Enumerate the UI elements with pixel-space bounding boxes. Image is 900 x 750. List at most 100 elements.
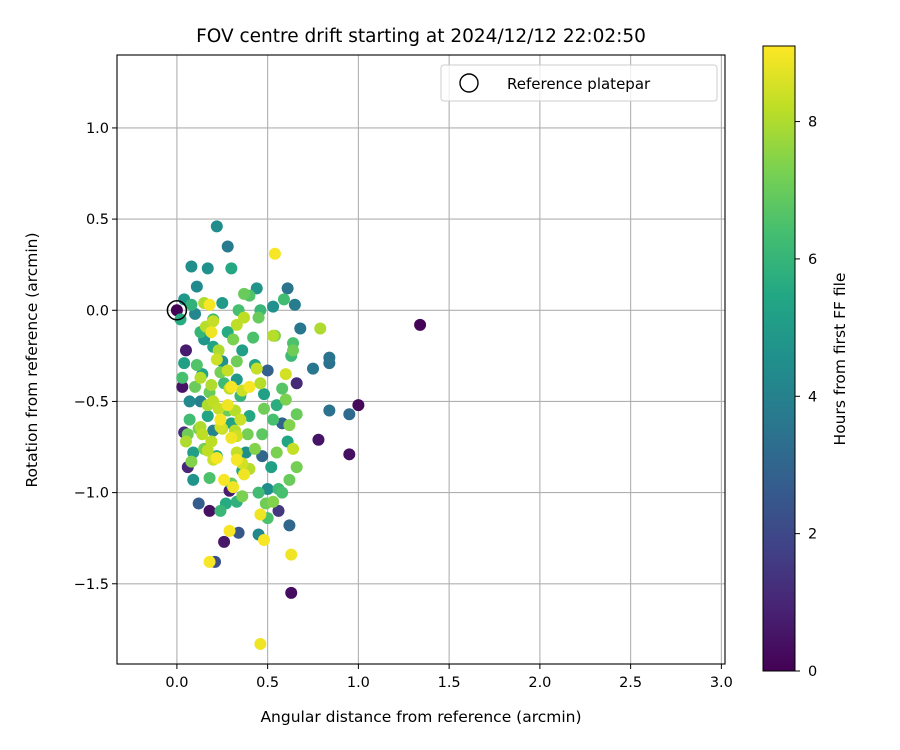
data-point (190, 358, 203, 371)
data-point (203, 555, 216, 568)
data-point (179, 435, 192, 448)
data-point (183, 395, 196, 408)
x-tick-label: 3.0 (710, 675, 733, 691)
data-point (250, 362, 263, 375)
data-point (225, 262, 238, 275)
colorbar: 0 2 4 6 8 Hours from first FF file (762, 45, 849, 680)
plot-frame (116, 54, 726, 665)
x-tick-label: 0.0 (165, 675, 188, 691)
colorbar-ticks: 0 2 4 6 8 (795, 115, 817, 680)
data-point (272, 504, 285, 517)
data-point (221, 399, 234, 412)
data-point (218, 535, 231, 548)
data-point (236, 490, 249, 503)
data-point (207, 315, 220, 328)
x-tick-label: 1.5 (438, 675, 461, 691)
data-point (352, 399, 365, 412)
data-point (210, 353, 223, 366)
data-point (201, 410, 214, 423)
data-point (212, 344, 225, 357)
legend-box (440, 64, 718, 102)
data-point (225, 380, 238, 393)
data-point (183, 413, 196, 426)
data-point (179, 344, 192, 357)
x-tick-label: 2.5 (619, 675, 642, 691)
data-point (290, 377, 303, 390)
colorbar-label: Hours from first FF file (831, 273, 849, 446)
data-point (294, 322, 307, 335)
data-point (216, 296, 229, 309)
data-point (236, 344, 249, 357)
data-point (187, 473, 200, 486)
data-point (203, 472, 216, 485)
data-point (267, 413, 280, 426)
data-point (281, 282, 294, 295)
data-point (256, 450, 269, 463)
data-point (189, 380, 202, 393)
data-point (256, 428, 269, 441)
data-point (225, 431, 238, 444)
y-tick-label: 0.5 (86, 212, 109, 228)
grid (117, 55, 725, 664)
colorbar-frame (762, 45, 796, 672)
data-point (185, 260, 198, 273)
y-tick-label: 0.0 (86, 303, 109, 319)
data-point (243, 410, 256, 423)
y-tick-label: −1.0 (74, 486, 109, 502)
data-point (176, 380, 189, 393)
data-point (279, 393, 292, 406)
data-point (232, 526, 245, 539)
data-point (189, 307, 202, 320)
y-axis-label: Rotation from reference (arcmin) (23, 232, 41, 487)
data-point (276, 382, 289, 395)
data-point (221, 364, 234, 377)
colorbar-tick-label: 8 (808, 115, 817, 131)
data-point (227, 333, 240, 346)
colorbar-tick-label: 0 (808, 664, 817, 680)
data-points (166, 220, 427, 650)
data-point (201, 262, 214, 275)
legend-entry: Reference platepar (507, 75, 651, 93)
data-point (185, 298, 198, 311)
data-point (285, 548, 298, 561)
data-point (252, 311, 265, 324)
data-point (230, 453, 243, 466)
data-point (254, 377, 267, 390)
data-point (258, 534, 271, 547)
data-point (238, 287, 251, 300)
data-point (212, 402, 225, 415)
data-point (258, 388, 271, 401)
x-tick-label: 0.5 (256, 675, 279, 691)
data-point (239, 446, 252, 459)
data-point (247, 331, 260, 344)
x-axis-label: Angular distance from reference (arcmin) (260, 708, 581, 726)
y-tick-label: 1.0 (86, 121, 109, 137)
data-point (203, 504, 216, 517)
data-point (170, 304, 183, 317)
data-point (250, 282, 263, 295)
data-point (287, 442, 300, 455)
data-point (196, 428, 209, 441)
colorbar-gradient (763, 46, 795, 671)
data-point (261, 482, 274, 495)
colorbar-tick-label: 4 (808, 389, 817, 405)
data-point (270, 446, 283, 459)
x-tick-label: 1.0 (347, 675, 370, 691)
data-point (234, 413, 247, 426)
data-point (283, 473, 296, 486)
data-point (221, 240, 234, 253)
data-point (205, 435, 218, 448)
data-point (414, 318, 427, 331)
data-point (283, 419, 296, 432)
data-point (258, 402, 271, 415)
data-point (248, 442, 261, 455)
reference-platepar-marker (166, 300, 188, 321)
data-point (267, 300, 280, 313)
data-point (218, 473, 231, 486)
data-point (323, 351, 336, 364)
data-point (287, 344, 300, 357)
data-point (194, 371, 207, 384)
data-point (210, 451, 223, 464)
data-point (243, 380, 256, 393)
